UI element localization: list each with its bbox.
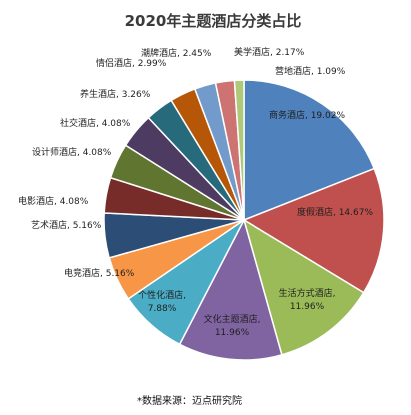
slice-label: 电影酒店, 4.08% (18, 195, 89, 207)
slice-label: 美学酒店, 2.17% (234, 46, 305, 58)
slice-label: 社交酒店, 4.08% (60, 117, 131, 129)
slice-label: 个性化酒店, 7.88% (138, 289, 186, 314)
slice-label: 养生酒店, 3.26% (80, 88, 151, 100)
chart-title: 2020年主题酒店分类占比 (125, 12, 302, 30)
slice-label: 生活方式酒店, 11.96% (279, 287, 336, 312)
slice-label: 营地酒店, 1.09% (275, 65, 346, 77)
slice-label: 艺术酒店, 5.16% (31, 219, 102, 231)
slice-label: 设计师酒店, 4.08% (32, 146, 112, 158)
source-note: *数据来源：迈点研究院 (137, 394, 242, 407)
pie-slice (242, 167, 385, 294)
slice-labels: 商务酒店, 19.02% 度假酒店, 14.67% 生活方式酒店, 11.96% 文化主… (18, 46, 373, 338)
slice-label: 潮牌酒店, 2.45% (141, 47, 212, 59)
pie-slice (242, 218, 365, 356)
slice-label: 文化主题酒店, 11.96% (204, 313, 261, 338)
pie-slice (178, 217, 283, 361)
pie-slice (243, 79, 376, 222)
pie-slices (103, 79, 385, 361)
pie-slice (233, 79, 245, 221)
slice-label: 度假酒店, 14.67% (297, 206, 373, 218)
slice-label: 电竞酒店, 5.16% (64, 267, 135, 279)
slice-label: 情侣酒店, 2.99% (96, 57, 167, 69)
slice-label: 商务酒店, 19.02% (269, 109, 345, 121)
